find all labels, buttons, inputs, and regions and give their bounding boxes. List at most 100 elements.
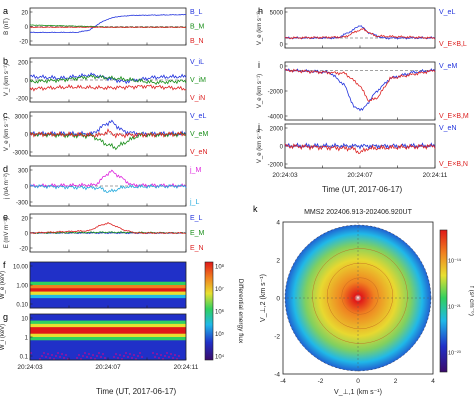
- panel-f-spectrogram-band: [30, 288, 186, 293]
- panel-i-ytick-label: 0: [280, 64, 284, 70]
- panel-g-xtick-label: 20:24:07: [95, 364, 121, 371]
- panel-g-noise-pixel: [65, 354, 67, 356]
- panel-j-xtick-label: 20:24:07: [347, 172, 373, 179]
- panel-g-noise-pixel: [158, 357, 160, 359]
- panel-g-noise-pixel: [92, 354, 94, 356]
- panel-k-ytick-label: 2: [276, 258, 280, 265]
- panel-g-ytick-label: 1: [25, 335, 29, 341]
- spectrogram-colorbar: [204, 261, 214, 361]
- panel-g-noise-pixel: [141, 356, 143, 358]
- panel-g-noise-pixel: [139, 352, 141, 354]
- panel-g-noise-pixel: [96, 355, 98, 357]
- panel-b-series-vil: [29, 72, 187, 85]
- panel-b-ytick-label: 200: [18, 60, 29, 66]
- panel-g-noise-pixel: [88, 353, 90, 355]
- panel-g-noise-pixel: [131, 357, 133, 359]
- spectrogram-colorbar-tick: 10⁸: [215, 264, 225, 271]
- panel-g-noise-pixel: [102, 353, 104, 355]
- panel-g-noise-pixel: [135, 358, 137, 360]
- panel-g-noise-pixel: [123, 355, 125, 357]
- panel-d-legend-0: j_M: [189, 167, 201, 174]
- left-time-axis-title: Time (UT, 2017-06-17): [96, 387, 177, 396]
- panel-g-noise-pixel: [53, 358, 55, 360]
- panel-g-noise-pixel: [166, 352, 168, 354]
- panel-k-xlabel: V_⊥,1 (km s⁻¹): [334, 389, 382, 396]
- panel-g-noise-pixel: [152, 352, 154, 354]
- panel-a-ytick-label: -20: [19, 39, 28, 45]
- panel-g-noise-pixel: [59, 356, 61, 358]
- panel-h-frame: [284, 7, 436, 49]
- panel-k-ytick-label: -4: [274, 372, 280, 379]
- panel-g-noise-pixel: [47, 353, 49, 355]
- panel-g-xtick-label: 20:24:11: [174, 364, 199, 371]
- panel-g-noise-pixel: [51, 354, 53, 356]
- panel-b-legend-2: V_iN: [190, 95, 205, 102]
- panel-g-noise-pixel: [172, 357, 174, 359]
- panel-e-legend-0: E_L: [190, 215, 203, 222]
- panel-g-noise-pixel: [78, 354, 80, 356]
- panel-h-legend-1: V_E×B,L: [439, 41, 467, 48]
- spectrogram-colorbar-tick: 10⁵: [215, 331, 225, 338]
- panel-k-colorbar: [439, 229, 448, 373]
- panel-a-series-bl: [29, 13, 187, 34]
- panel-a-legend-0: B_L: [190, 9, 203, 16]
- panel-c-series-vel: [29, 119, 187, 138]
- panel-g-spectrogram-band: [30, 314, 186, 318]
- panel-c-legend-2: V_eN: [190, 149, 208, 156]
- panel-f-spectrogram-band: [30, 278, 186, 283]
- panel-j-ytick-label: 0: [280, 144, 284, 150]
- panel-g-spectrogram-band: [30, 320, 186, 325]
- panel-h-ytick-label: 5000: [270, 10, 284, 16]
- panel-g-noise-pixel: [160, 354, 162, 356]
- panel-f-ylabel: W_e (keV): [0, 271, 6, 299]
- panel-a-series-bn: [29, 26, 187, 29]
- panel-d-letter: d: [3, 164, 8, 174]
- panel-g-noise-pixel: [43, 352, 45, 354]
- panel-e-legend-2: E_N: [190, 245, 204, 252]
- panel-g-xtick-label: 20:24:03: [17, 364, 43, 371]
- panel-g-noise-pixel: [129, 353, 131, 355]
- panel-i-ytick-label: -2000: [268, 89, 284, 95]
- panel-g-noise-pixel: [162, 358, 164, 360]
- panel-c-ytick-label: 0: [25, 132, 29, 138]
- panel-k-colorbar-label: f (s³ cm⁻⁶): [468, 286, 474, 316]
- panel-f-ytick-label: 0.10: [16, 302, 28, 308]
- panel-g-noise-pixel: [156, 353, 158, 355]
- panel-c-letter: c: [3, 110, 8, 120]
- panel-f-spectrogram-band: [30, 298, 186, 302]
- panel-g-noise-pixel: [168, 356, 170, 358]
- panel-g-spectrogram-band: [30, 333, 186, 338]
- panel-g-spectrogram-band: [30, 346, 186, 351]
- panel-g-noise-pixel: [94, 358, 96, 360]
- panel-j-letter: j: [257, 122, 260, 132]
- panel-c-ytick-label: 3000: [15, 114, 29, 120]
- panel-g-noise-pixel: [127, 356, 129, 358]
- panel-g-noise-pixel: [57, 352, 59, 354]
- panel-k-xtick-label: 0: [356, 378, 360, 385]
- panel-g-spectrogram-band: [30, 343, 186, 348]
- panel-c-series-ven: [29, 128, 187, 139]
- panel-g-noise-pixel: [154, 356, 156, 358]
- panel-k-xtick-label: 4: [431, 378, 435, 385]
- panel-d-ytick-label: 300: [18, 168, 29, 174]
- panel-g-noise-pixel: [115, 353, 117, 355]
- panel-g-noise-pixel: [119, 354, 121, 356]
- panel-f-letter: f: [3, 260, 6, 270]
- panel-g-noise-pixel: [82, 355, 84, 357]
- panel-f-ytick-label: 1.00: [16, 283, 28, 289]
- panel-g-spectrogram-band: [30, 317, 186, 322]
- panel-g-noise-pixel: [117, 357, 119, 359]
- panel-j-ytick-label: 2000: [270, 126, 284, 132]
- panel-c-ylabel: V_e (km s⁻¹): [4, 117, 10, 151]
- panel-h-letter: h: [258, 6, 263, 16]
- panel-e-ytick-label: 20: [21, 216, 28, 222]
- panel-h-legend-0: V_eL: [439, 9, 455, 16]
- panel-j-ytick-label: -2000: [268, 162, 284, 168]
- panel-d-ylabel: j (nA m⁻²): [4, 173, 10, 200]
- panel-g-spectrogram-band: [30, 327, 186, 331]
- panel-g-ytick-label: 10: [21, 316, 28, 322]
- panel-b-legend-0: V_iL: [190, 59, 204, 66]
- panel-b-ylabel: V_i (km s⁻¹): [4, 64, 10, 96]
- panel-e-ylabel: E (mV m⁻¹): [4, 218, 10, 249]
